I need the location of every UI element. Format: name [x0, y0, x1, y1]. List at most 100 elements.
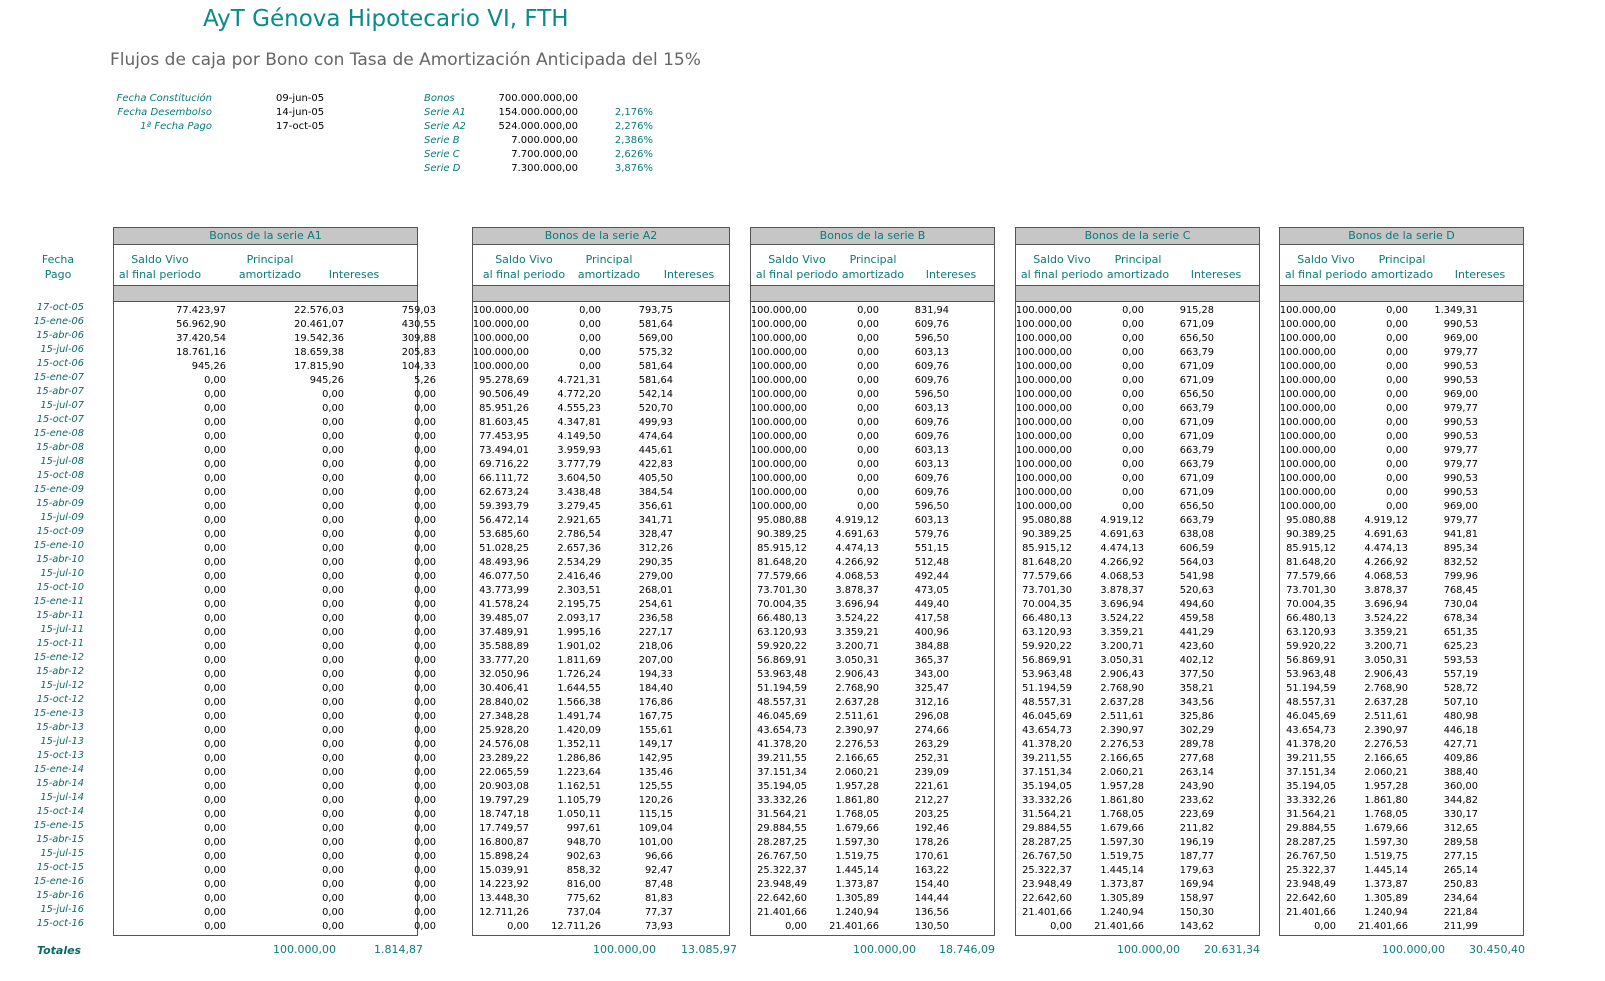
principal-cell: 0,00: [322, 669, 344, 680]
intereses-cell: 730,04: [1443, 599, 1478, 610]
intereses-cell: 243,90: [1179, 781, 1214, 792]
intereses-cell: 990,53: [1443, 361, 1478, 372]
header-separator: [1280, 285, 1523, 302]
intereses-cell: 663,79: [1179, 515, 1214, 526]
table-row: 100.000,00 0,00 969,00: [1280, 388, 1523, 402]
info-rate: 2,176%: [614, 107, 653, 118]
intereses-cell: 356,61: [638, 501, 673, 512]
saldo-cell: 46.045,69: [1286, 711, 1336, 722]
header-intereses-line: Intereses: [663, 268, 715, 281]
intereses-cell: 603,13: [914, 459, 949, 470]
principal-cell: 3.279,45: [557, 501, 601, 512]
header-saldo-line: Saldo Vivo: [1297, 253, 1355, 266]
intereses-cell: 0,00: [414, 459, 436, 470]
intereses-cell: 596,50: [914, 501, 949, 512]
saldo-cell: 21.401,66: [757, 907, 807, 918]
principal-cell: 1.373,87: [835, 879, 879, 890]
table-row: 56.869,91 3.050,31 593,53: [1280, 654, 1523, 668]
saldo-cell: 81.648,20: [1022, 557, 1072, 568]
saldo-cell: 73.701,30: [757, 585, 807, 596]
principal-cell: 0,00: [322, 809, 344, 820]
saldo-cell: 85.951,26: [479, 403, 529, 414]
total-principal: 100.000,00: [273, 943, 336, 956]
table-body: 100.000,00 0,00 915,28 100.000,00 0,00 671,09…: [1016, 302, 1259, 934]
saldo-cell: 0,00: [204, 613, 226, 624]
table-row: 28.287,25 1.597,30 178,26: [751, 836, 994, 850]
saldo-cell: 28.287,25: [1286, 837, 1336, 848]
principal-cell: 4.347,81: [557, 417, 601, 428]
header-intereses: Intereses: [649, 252, 729, 282]
principal-cell: 0,00: [579, 319, 601, 330]
principal-cell: 0,00: [322, 711, 344, 722]
intereses-cell: 73,93: [644, 921, 673, 932]
table-row: 945,26 17.815,90 104,33: [114, 360, 436, 374]
intereses-cell: 263,14: [1179, 767, 1214, 778]
saldo-cell: 100.000,00: [1015, 473, 1072, 484]
series-title: Bonos de la serie C: [1016, 228, 1259, 245]
saldo-cell: 29.884,55: [1286, 823, 1336, 834]
table-row: 59.920,22 3.200,71 625,23: [1280, 640, 1523, 654]
principal-cell: 17.815,90: [294, 361, 344, 372]
date-cell: 15-abr-14: [36, 778, 84, 789]
principal-cell: 2.511,61: [1364, 711, 1408, 722]
table-row: 31.564,21 1.768,05 203,25: [751, 808, 994, 822]
saldo-cell: 0,00: [204, 683, 226, 694]
saldo-cell: 100.000,00: [1279, 347, 1336, 358]
principal-cell: 2.195,75: [557, 599, 601, 610]
table-row: 37.489,91 1.995,16 227,17: [473, 626, 729, 640]
table-row: 35.588,89 1.901,02 218,06: [473, 640, 729, 654]
principal-cell: 2.657,36: [557, 543, 601, 554]
principal-cell: 3.050,31: [835, 655, 879, 666]
table-row: 81.648,20 4.266,92 832,52: [1280, 556, 1523, 570]
total-intereses: 20.631,34: [1204, 943, 1260, 956]
table-row: 100.000,00 0,00 603,13: [751, 346, 994, 360]
saldo-cell: 100.000,00: [1015, 403, 1072, 414]
principal-cell: 2.906,43: [1364, 669, 1408, 680]
date-cell: 15-jul-09: [40, 512, 84, 523]
info-value: 154.000.000,00: [498, 107, 578, 118]
saldo-cell: 0,00: [1050, 921, 1072, 932]
table-row: 29.884,55 1.679,66 312,65: [1280, 822, 1523, 836]
intereses-cell: 130,50: [914, 921, 949, 932]
table-row: 0,00 0,00 0,00: [114, 850, 436, 864]
saldo-cell: 35.194,05: [1022, 781, 1072, 792]
intereses-cell: 671,09: [1179, 473, 1214, 484]
principal-cell: 0,00: [322, 795, 344, 806]
header-intereses-line: [1440, 252, 1520, 267]
saldo-cell: 0,00: [204, 781, 226, 792]
intereses-cell: 990,53: [1443, 431, 1478, 442]
date-cell: 15-jul-13: [40, 736, 84, 747]
principal-cell: 0,00: [322, 529, 344, 540]
table-row: 24.576,08 1.352,11 149,17: [473, 738, 729, 752]
intereses-cell: 0,00: [414, 697, 436, 708]
intereses-cell: 663,79: [1179, 459, 1214, 470]
intereses-cell: 360,00: [1443, 781, 1478, 792]
principal-cell: 0,00: [1386, 333, 1408, 344]
column-headers: Saldo Vivo al final periodo Principal amort…: [751, 245, 994, 285]
intereses-cell: 325,86: [1179, 711, 1214, 722]
table-row: 66.480,13 3.524,22 417,58: [751, 612, 994, 626]
principal-cell: 0,00: [322, 515, 344, 526]
series-title: Bonos de la serie B: [751, 228, 994, 245]
principal-cell: 2.060,21: [1100, 767, 1144, 778]
principal-cell: 4.266,92: [835, 557, 879, 568]
saldo-cell: 100.000,00: [1015, 375, 1072, 386]
principal-cell: 0,00: [1122, 389, 1144, 400]
intereses-cell: 400,96: [914, 627, 949, 638]
table-row: 73.494,01 3.959,93 445,61: [473, 444, 729, 458]
table-row: 100.000,00 0,00 609,76: [751, 318, 994, 332]
saldo-cell: 100.000,00: [750, 487, 807, 498]
principal-cell: 1.861,80: [835, 795, 879, 806]
info-label: Serie D: [424, 163, 461, 174]
table-row: 23.948,49 1.373,87 250,83: [1280, 878, 1523, 892]
saldo-cell: 13.448,30: [479, 893, 529, 904]
header-principal-line: amortizado: [841, 268, 905, 281]
saldo-cell: 22.642,60: [757, 893, 807, 904]
table-row: 0,00 0,00 0,00: [114, 864, 436, 878]
table-row: 0,00 0,00 0,00: [114, 570, 436, 584]
intereses-cell: 176,86: [638, 697, 673, 708]
principal-cell: 0,00: [322, 389, 344, 400]
intereses-cell: 296,08: [914, 711, 949, 722]
principal-cell: 0,00: [322, 837, 344, 848]
table-row: 43.654,73 2.390,97 302,29: [1016, 724, 1259, 738]
